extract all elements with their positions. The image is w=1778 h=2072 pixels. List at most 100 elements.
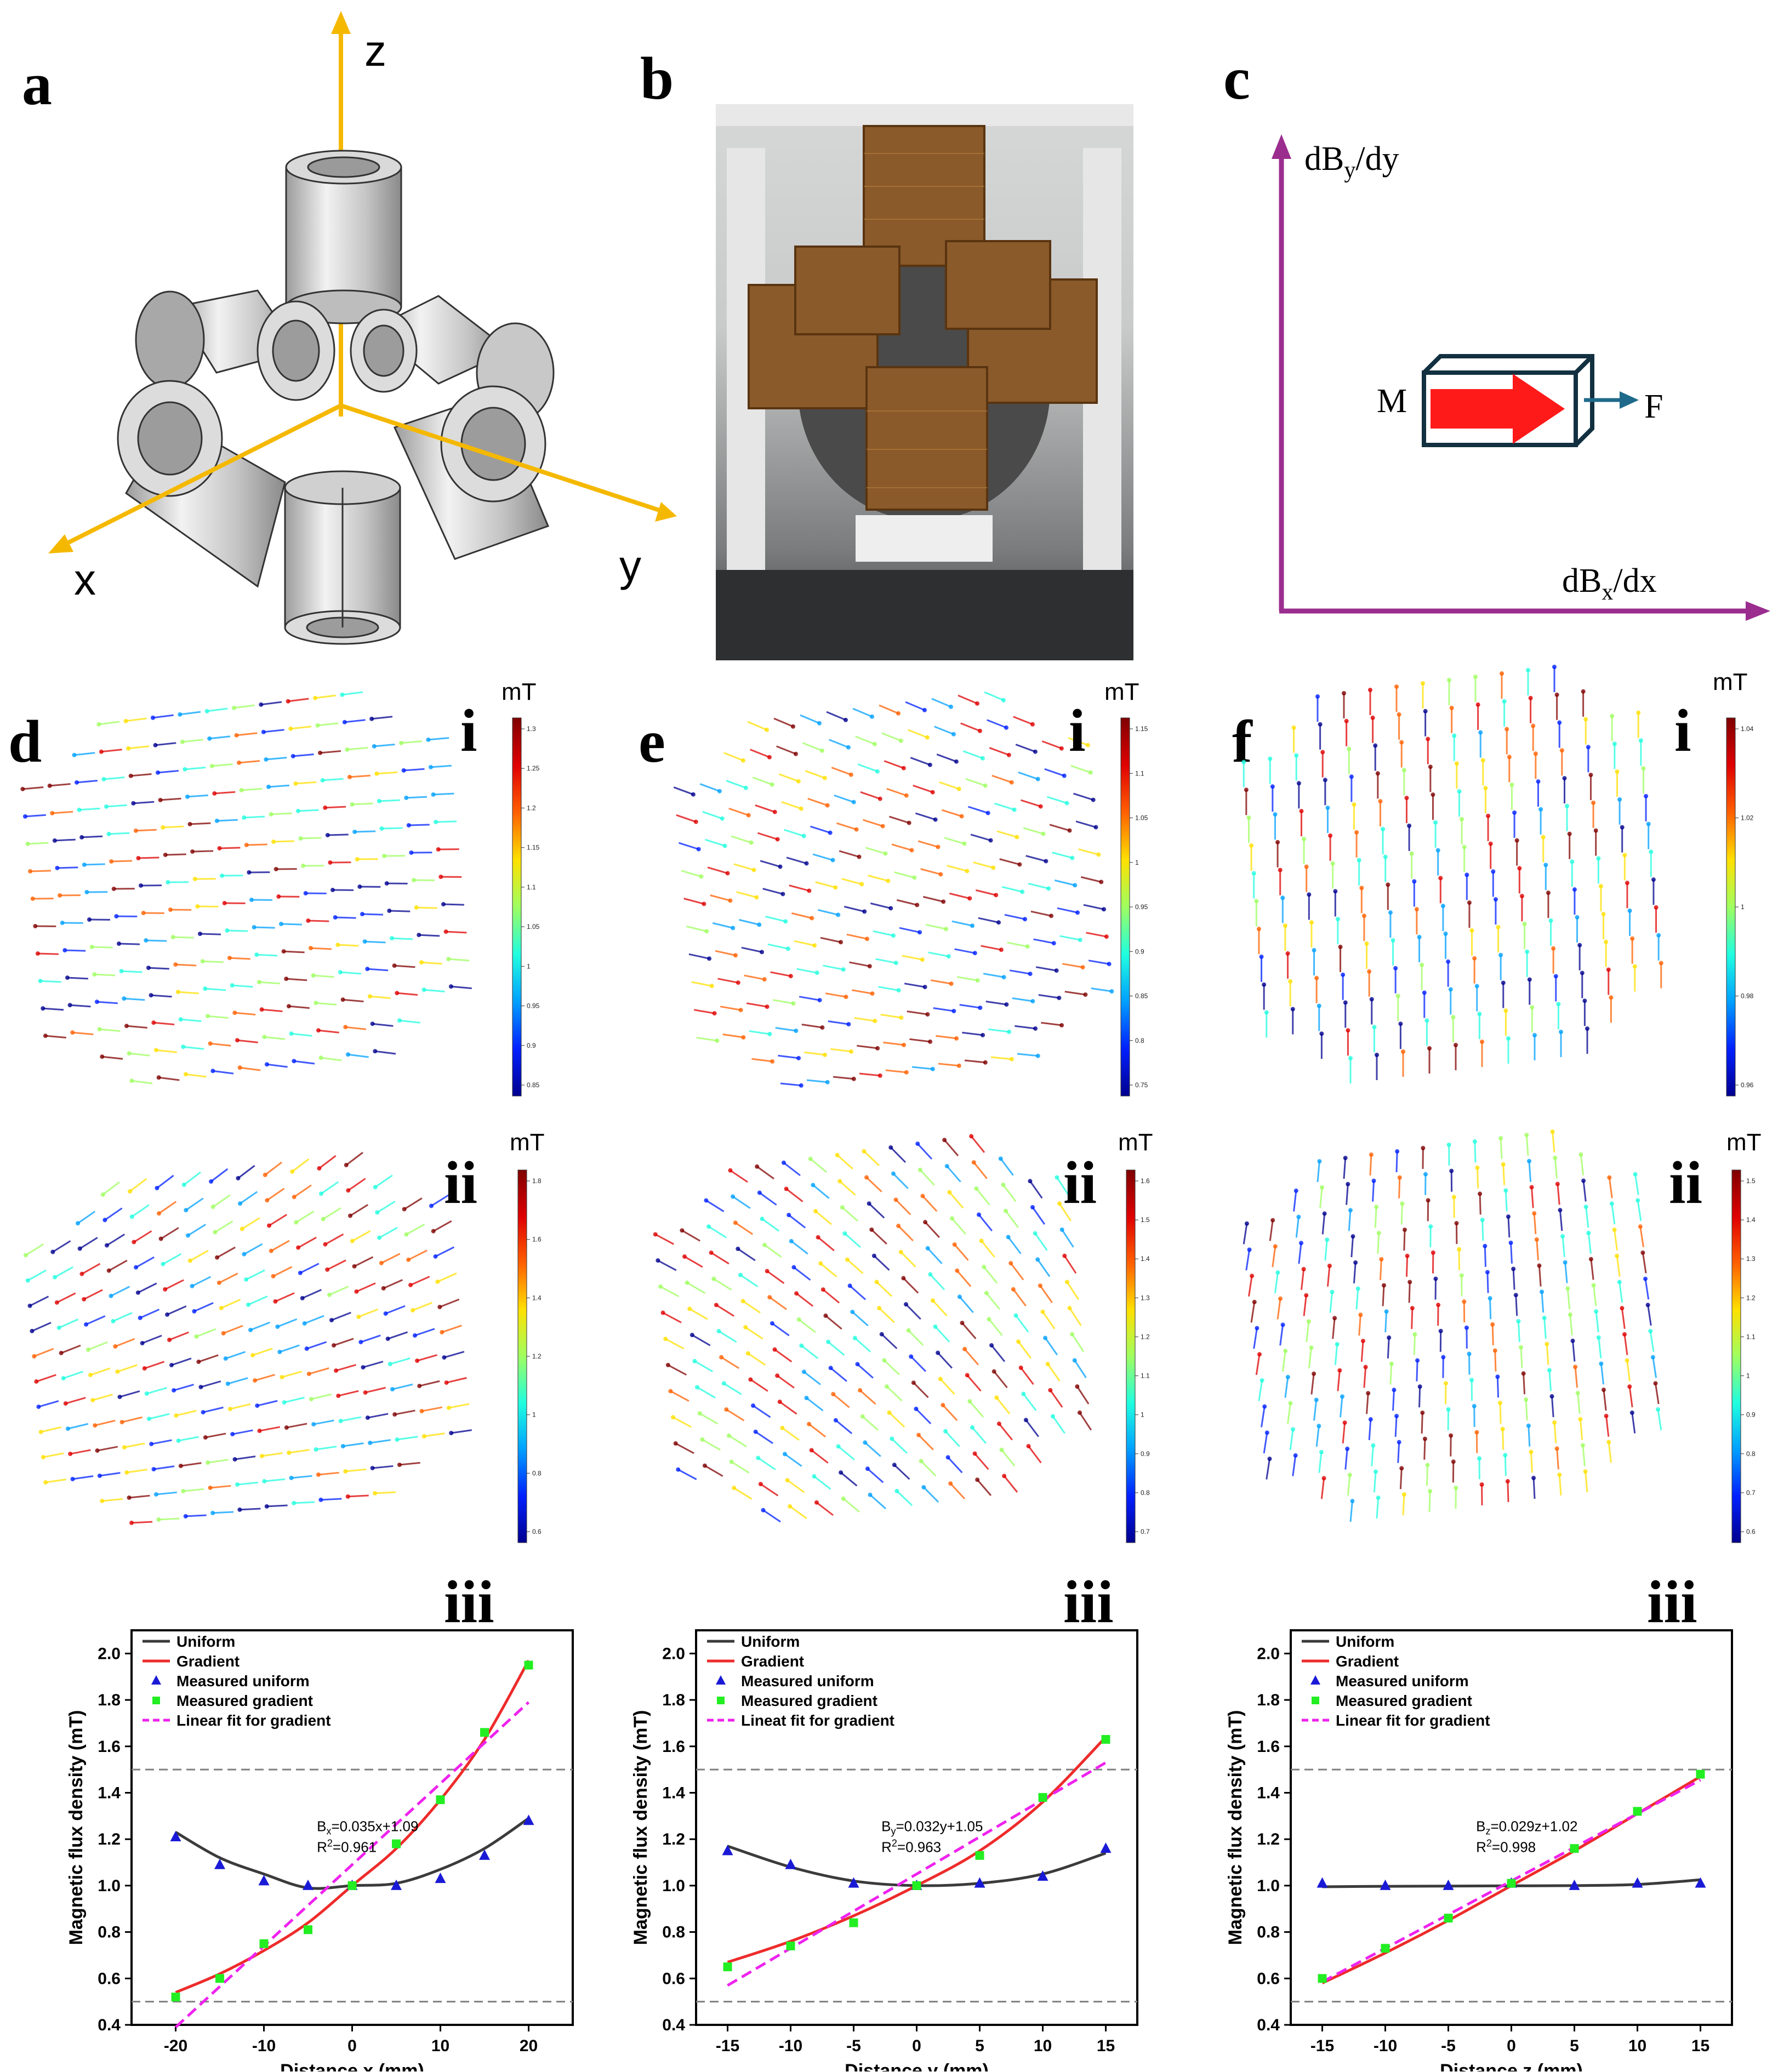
field-arrowhead [1405, 1253, 1410, 1258]
field-arrowhead [415, 1358, 420, 1363]
field-arrowhead [1440, 904, 1445, 909]
legend-entry: Linear fit for gradient [176, 1712, 331, 1729]
y-tick-label: 0.4 [662, 2016, 685, 2034]
legend-marker [152, 1697, 160, 1704]
field-arrow [956, 1270, 972, 1287]
field-arrow [1505, 1190, 1508, 1212]
field-arrowhead [1270, 1218, 1275, 1223]
field-arrowhead [1620, 1306, 1625, 1311]
measured-gradient-point [723, 1962, 732, 1972]
field-arrowhead [1583, 1469, 1588, 1474]
field-arrow [796, 968, 818, 974]
field-arrowhead [99, 749, 104, 754]
field-arrow [88, 1341, 108, 1351]
field-arrowhead [750, 1403, 755, 1408]
field-arrowhead [178, 712, 183, 717]
field-arrow [665, 1338, 685, 1350]
field-arrowhead [731, 1194, 736, 1199]
field-arrowhead [205, 1014, 210, 1019]
field-arrowhead [719, 1355, 724, 1360]
field-arrowhead [1578, 1152, 1583, 1157]
field-arrowhead [760, 950, 765, 955]
field-arrowhead [981, 1032, 985, 1037]
field-arrowhead [1309, 1345, 1314, 1350]
field-arrowhead [155, 1185, 159, 1190]
field-arrowhead [401, 768, 406, 773]
field-arrowhead [794, 1291, 799, 1296]
field-arrowhead [975, 701, 980, 706]
field-arrowhead [1004, 1002, 1009, 1007]
field-arrowhead [1401, 1049, 1405, 1054]
chart-z-profile: 0.40.60.81.01.21.41.61.82.0-15 -10 -5 0 5 10 1… [1225, 1629, 1733, 2071]
field-arrow [1056, 1177, 1069, 1196]
field-arrow [321, 1181, 339, 1195]
field-arrow [933, 1007, 954, 1012]
field-arrowhead [1340, 1394, 1344, 1399]
field-arrowhead [109, 859, 114, 864]
field-arrow [910, 757, 931, 766]
field-arrow [1343, 1157, 1347, 1179]
measured-gradient-point [392, 1839, 401, 1848]
field-arrowhead [1495, 1374, 1500, 1379]
field-arrow [327, 1259, 346, 1271]
field-arrowhead [350, 1238, 355, 1243]
field-arrowhead [446, 1406, 451, 1411]
field-arrow [207, 1459, 229, 1464]
field-arrowhead [20, 786, 25, 791]
field-arrow [347, 747, 368, 751]
field-arrow [281, 1371, 303, 1378]
field-arrowhead [237, 1507, 242, 1512]
field-arrow [744, 974, 765, 980]
measured-uniform-point [523, 1814, 534, 1825]
field-arrow [920, 868, 941, 875]
field-arrowhead [1423, 1172, 1428, 1177]
field-arrowhead [704, 929, 709, 934]
field-arrowhead [1397, 1440, 1401, 1445]
field-arrowhead [833, 885, 838, 890]
field-arrow [340, 1416, 362, 1422]
field-arrow [889, 815, 910, 824]
field-arrowhead [736, 1246, 740, 1251]
field-arrowhead [951, 1008, 956, 1013]
field-arrow [81, 1263, 101, 1275]
field-arrow [842, 1498, 860, 1513]
field-arrow [446, 931, 467, 934]
field-arrowhead [319, 1191, 324, 1196]
field-arrowhead [920, 957, 925, 962]
field-arrow [350, 1204, 369, 1217]
field-arrow [859, 1389, 876, 1405]
field-arrowhead [114, 914, 119, 919]
field-arrowhead [1344, 718, 1349, 723]
field-arrow [1398, 1177, 1401, 1198]
field-arrowhead [697, 1411, 702, 1416]
field-arrowhead [691, 792, 696, 797]
measured-gradient-point [1038, 1793, 1047, 1802]
vector-field-plots: 1.31.251.21.151.11.0510.950.90.851.151.1… [20, 665, 1756, 1543]
legend-entry: Uniform [741, 1633, 800, 1650]
field-arrowhead [383, 1311, 388, 1316]
field-arrowhead [1555, 1181, 1560, 1186]
field-arrowhead [852, 1335, 857, 1340]
colorbar-tick-label: 0.9 [527, 1042, 536, 1049]
field-arrow [1637, 1200, 1642, 1221]
field-arrowhead [1625, 1358, 1629, 1363]
field-arrow [787, 1479, 805, 1493]
field-arrow [731, 1461, 750, 1474]
field-arrow [374, 744, 395, 747]
field-arrowhead [1020, 889, 1025, 894]
field-arrowhead [865, 1466, 870, 1471]
field-arrowhead [1606, 1440, 1611, 1445]
field-arrow [96, 1001, 118, 1004]
field-arrowhead [962, 841, 967, 846]
field-arrowhead [72, 752, 77, 757]
field-arrowhead [449, 1431, 454, 1436]
field-arrowhead [213, 1230, 218, 1235]
field-arrowhead [63, 1401, 68, 1406]
field-arrowhead [437, 1305, 442, 1310]
field-arrow [372, 716, 393, 720]
legend-entry: Gradient [176, 1653, 240, 1670]
field-arrow [822, 1289, 840, 1304]
field-arrowhead [1320, 750, 1325, 755]
field-arrowhead [1299, 1241, 1304, 1246]
field-arrowhead [1332, 1316, 1337, 1321]
